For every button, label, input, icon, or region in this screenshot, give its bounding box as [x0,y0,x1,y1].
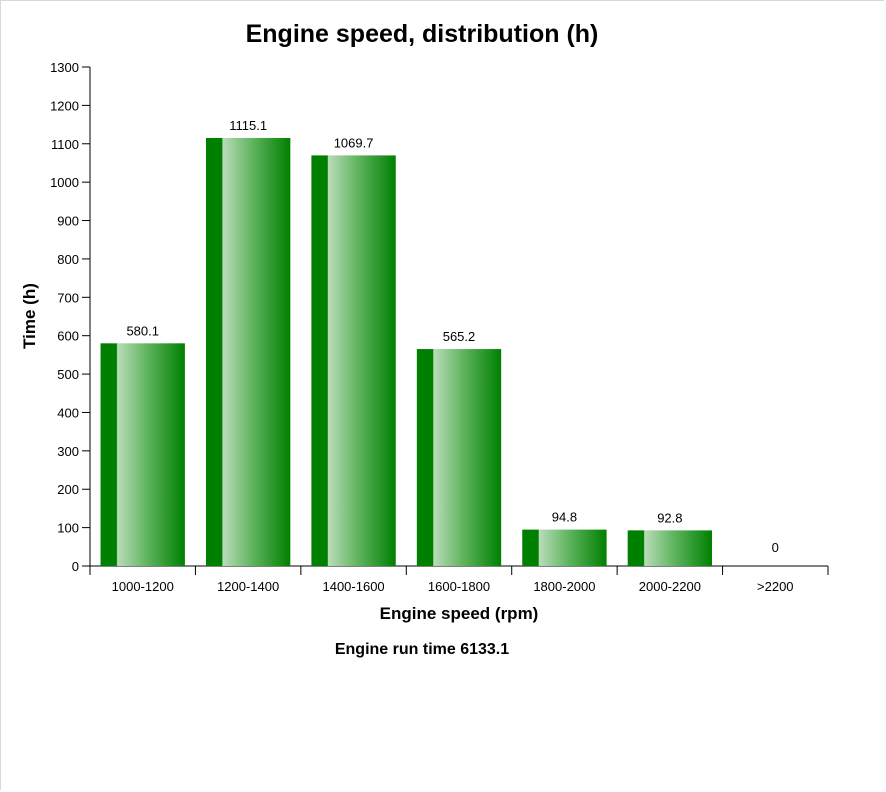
bar-value-label: 1069.7 [334,135,374,150]
x-tick-label: 1600-1800 [428,579,490,594]
y-tick-label: 700 [57,290,79,305]
y-tick-label: 900 [57,214,79,229]
y-tick-label: 1200 [50,98,79,113]
chart-title: Engine speed, distribution (h) [246,20,599,48]
y-tick-label: 600 [57,329,79,344]
bar [522,529,607,566]
x-axis: 1000-1200 1200-1400 1400-1600 1600-1800 1800… [89,565,829,594]
bar [311,155,396,566]
x-tick-label: 2000-2200 [639,579,701,594]
bar-value-label: 94.8 [552,510,577,525]
y-tick-label: 1100 [51,137,79,152]
x-tick-label: 1400-1600 [322,579,384,594]
bar [416,349,502,566]
y-tick-label: 200 [57,482,79,497]
bar-value-label: 580.1 [126,323,159,338]
bar [205,137,291,567]
y-tick-label: 800 [57,252,79,267]
bars: 580.1 1115.1 1069.7 565.2 94.8 92.8 0 [100,118,779,567]
bar-value-label: 565.2 [443,329,476,344]
engine-run-time: Engine run time 6133.1 [335,641,509,658]
bar-value-label: 1115.1 [229,118,267,133]
y-tick-label: 100 [57,521,79,536]
y-tick-label: 1300 [50,60,79,75]
y-tick-label: 0 [72,559,79,574]
bar-value-label: 0 [772,540,779,555]
x-tick-label: 1200-1400 [217,579,279,594]
x-axis-label: Engine speed (rpm) [380,604,539,623]
y-tick-label: 1000 [50,175,79,190]
y-tick-label: 500 [57,367,79,382]
y-axis: 0 100 200 300 400 500 600 700 800 900 1000 1100 1200… [50,60,91,574]
x-tick-label: 1800-2000 [533,579,595,594]
y-tick-label: 300 [57,444,79,459]
x-tick-label: >2200 [757,579,794,594]
bar-value-label: 92.8 [657,510,682,525]
y-tick-label: 400 [57,405,79,420]
y-axis-label: Time (h) [20,283,39,349]
x-tick-label: 1000-1200 [112,579,174,594]
bar [627,530,713,566]
bar [100,343,185,566]
